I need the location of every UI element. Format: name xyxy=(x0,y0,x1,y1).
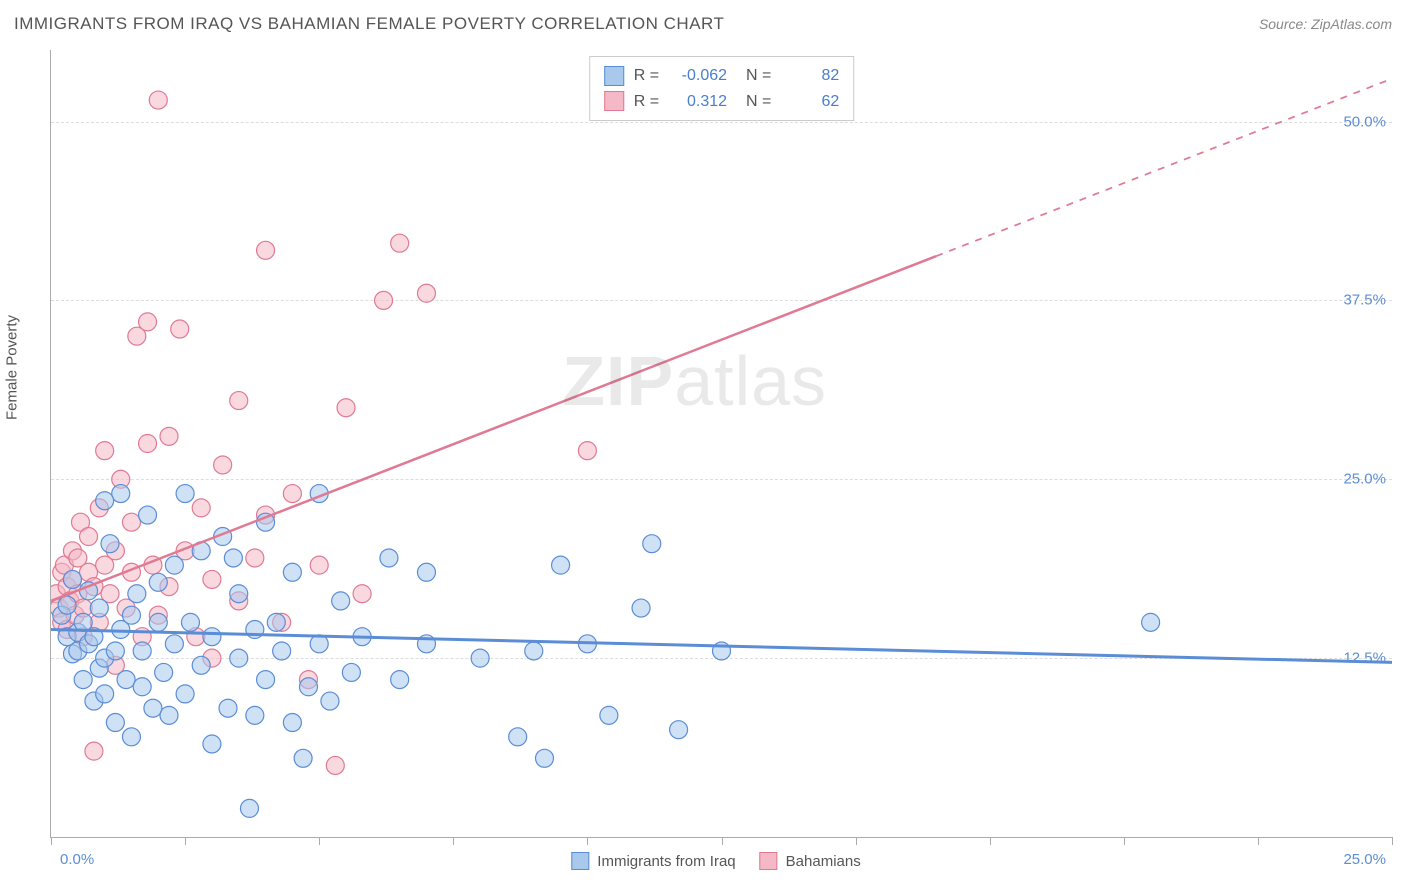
x-tick xyxy=(51,837,52,845)
trend-line-solid xyxy=(51,256,936,601)
x-tick xyxy=(185,837,186,845)
legend-label-1: Bahamians xyxy=(786,853,861,870)
x-tick xyxy=(856,837,857,845)
stat-r-label-1: R = xyxy=(634,89,659,115)
plot-area: ZIPatlas R = -0.062 N = 82 R = 0.312 N =… xyxy=(50,50,1392,838)
x-axis-min-label: 0.0% xyxy=(60,851,94,868)
stat-r-value-1: 0.312 xyxy=(669,89,727,115)
trend-line-solid xyxy=(51,630,1392,663)
stat-n-label-1: N = xyxy=(737,89,771,115)
chart-container: Female Poverty ZIPatlas R = -0.062 N = 8… xyxy=(40,50,1392,878)
stat-n-label-0: N = xyxy=(737,63,771,89)
legend-item-0: Immigrants from Iraq xyxy=(571,852,735,870)
x-tick xyxy=(319,837,320,845)
x-tick xyxy=(1258,837,1259,845)
swatch-series-1 xyxy=(604,91,624,111)
swatch-series-0 xyxy=(604,66,624,86)
x-tick xyxy=(1392,837,1393,845)
x-tick xyxy=(453,837,454,845)
trend-lines-layer xyxy=(51,50,1392,837)
legend-swatch-0 xyxy=(571,852,589,870)
legend-swatch-1 xyxy=(760,852,778,870)
chart-header: IMMIGRANTS FROM IRAQ VS BAHAMIAN FEMALE … xyxy=(14,14,1392,34)
x-axis-max-label: 25.0% xyxy=(1343,851,1386,868)
x-tick xyxy=(1124,837,1125,845)
chart-title: IMMIGRANTS FROM IRAQ VS BAHAMIAN FEMALE … xyxy=(14,14,724,34)
stat-n-value-1: 62 xyxy=(781,89,839,115)
x-tick xyxy=(722,837,723,845)
trend-line-dashed xyxy=(936,79,1392,257)
stats-row-series-1: R = 0.312 N = 62 xyxy=(604,89,840,115)
x-tick xyxy=(587,837,588,845)
chart-source: Source: ZipAtlas.com xyxy=(1259,16,1392,32)
bottom-legend: Immigrants from Iraq Bahamians xyxy=(571,852,860,870)
stat-r-value-0: -0.062 xyxy=(669,63,727,89)
y-axis-label: Female Poverty xyxy=(4,315,21,420)
x-tick xyxy=(990,837,991,845)
stat-n-value-0: 82 xyxy=(781,63,839,89)
stats-legend-box: R = -0.062 N = 82 R = 0.312 N = 62 xyxy=(589,56,855,121)
stats-row-series-0: R = -0.062 N = 82 xyxy=(604,63,840,89)
stat-r-label-0: R = xyxy=(634,63,659,89)
legend-label-0: Immigrants from Iraq xyxy=(597,853,735,870)
legend-item-1: Bahamians xyxy=(760,852,861,870)
